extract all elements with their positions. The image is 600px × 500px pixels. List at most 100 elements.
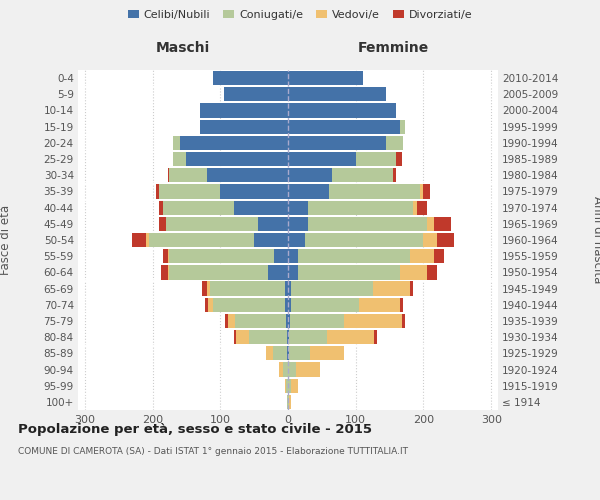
Bar: [229, 314, 235, 328]
Bar: [214, 298, 284, 312]
Bar: [298, 249, 410, 264]
Bar: [207, 168, 288, 182]
Bar: [274, 249, 288, 264]
Bar: [200, 120, 288, 134]
Bar: [400, 266, 427, 280]
Bar: [400, 298, 403, 312]
Bar: [413, 200, 417, 214]
Bar: [207, 282, 210, 296]
Bar: [310, 346, 344, 360]
Bar: [235, 330, 236, 344]
Bar: [288, 330, 289, 344]
Text: Anni di nascita: Anni di nascita: [590, 196, 600, 284]
Text: Fasce di età: Fasce di età: [0, 205, 13, 275]
Bar: [332, 168, 393, 182]
Bar: [266, 346, 273, 360]
Bar: [288, 233, 305, 247]
Bar: [283, 362, 288, 376]
Bar: [400, 120, 405, 134]
Bar: [173, 136, 179, 150]
Bar: [149, 233, 254, 247]
Bar: [296, 362, 320, 376]
Bar: [166, 216, 257, 231]
Bar: [234, 200, 288, 214]
Bar: [268, 266, 288, 280]
Bar: [163, 249, 168, 264]
Bar: [210, 282, 284, 296]
Text: Femmine: Femmine: [358, 41, 428, 55]
Bar: [359, 298, 400, 312]
Bar: [168, 249, 169, 264]
Bar: [329, 184, 420, 198]
Bar: [169, 266, 268, 280]
Bar: [286, 314, 288, 328]
Bar: [417, 200, 427, 214]
Bar: [163, 200, 234, 214]
Bar: [290, 314, 344, 328]
Bar: [292, 282, 373, 296]
Bar: [424, 233, 437, 247]
Text: Maschi: Maschi: [156, 41, 210, 55]
Legend: Celibi/Nubili, Coniugati/e, Vedovi/e, Divorziati/e: Celibi/Nubili, Coniugati/e, Vedovi/e, Di…: [124, 6, 476, 25]
Bar: [287, 395, 288, 409]
Bar: [305, 233, 424, 247]
Bar: [289, 395, 291, 409]
Bar: [284, 378, 286, 393]
Bar: [288, 378, 292, 393]
Bar: [287, 346, 288, 360]
Bar: [132, 233, 146, 247]
Bar: [205, 298, 208, 312]
Bar: [168, 168, 169, 182]
Bar: [288, 152, 356, 166]
Bar: [288, 266, 298, 280]
Bar: [288, 136, 386, 150]
Bar: [373, 282, 410, 296]
Bar: [386, 136, 403, 150]
Bar: [146, 233, 149, 247]
Bar: [288, 184, 329, 198]
Bar: [437, 233, 454, 247]
Bar: [179, 136, 288, 150]
Bar: [168, 266, 169, 280]
Bar: [173, 152, 187, 166]
Bar: [220, 184, 288, 198]
Bar: [287, 330, 288, 344]
Bar: [273, 346, 287, 360]
Bar: [214, 71, 288, 85]
Bar: [292, 378, 298, 393]
Bar: [326, 330, 374, 344]
Bar: [289, 346, 310, 360]
Bar: [159, 216, 166, 231]
Bar: [434, 249, 444, 264]
Bar: [200, 104, 288, 118]
Bar: [410, 282, 413, 296]
Bar: [393, 168, 397, 182]
Bar: [159, 200, 163, 214]
Bar: [288, 200, 308, 214]
Bar: [420, 184, 424, 198]
Bar: [288, 314, 290, 328]
Bar: [298, 266, 400, 280]
Bar: [288, 282, 292, 296]
Bar: [344, 314, 402, 328]
Bar: [208, 298, 214, 312]
Bar: [169, 168, 207, 182]
Bar: [250, 330, 287, 344]
Bar: [410, 249, 434, 264]
Bar: [225, 314, 229, 328]
Bar: [286, 378, 288, 393]
Bar: [202, 282, 207, 296]
Bar: [156, 184, 159, 198]
Bar: [288, 87, 386, 102]
Bar: [288, 346, 289, 360]
Bar: [187, 152, 288, 166]
Bar: [288, 362, 296, 376]
Bar: [374, 330, 377, 344]
Text: Popolazione per età, sesso e stato civile - 2015: Popolazione per età, sesso e stato civil…: [18, 422, 372, 436]
Bar: [224, 87, 288, 102]
Bar: [434, 216, 451, 231]
Bar: [257, 216, 288, 231]
Bar: [288, 104, 397, 118]
Bar: [288, 216, 308, 231]
Bar: [427, 266, 437, 280]
